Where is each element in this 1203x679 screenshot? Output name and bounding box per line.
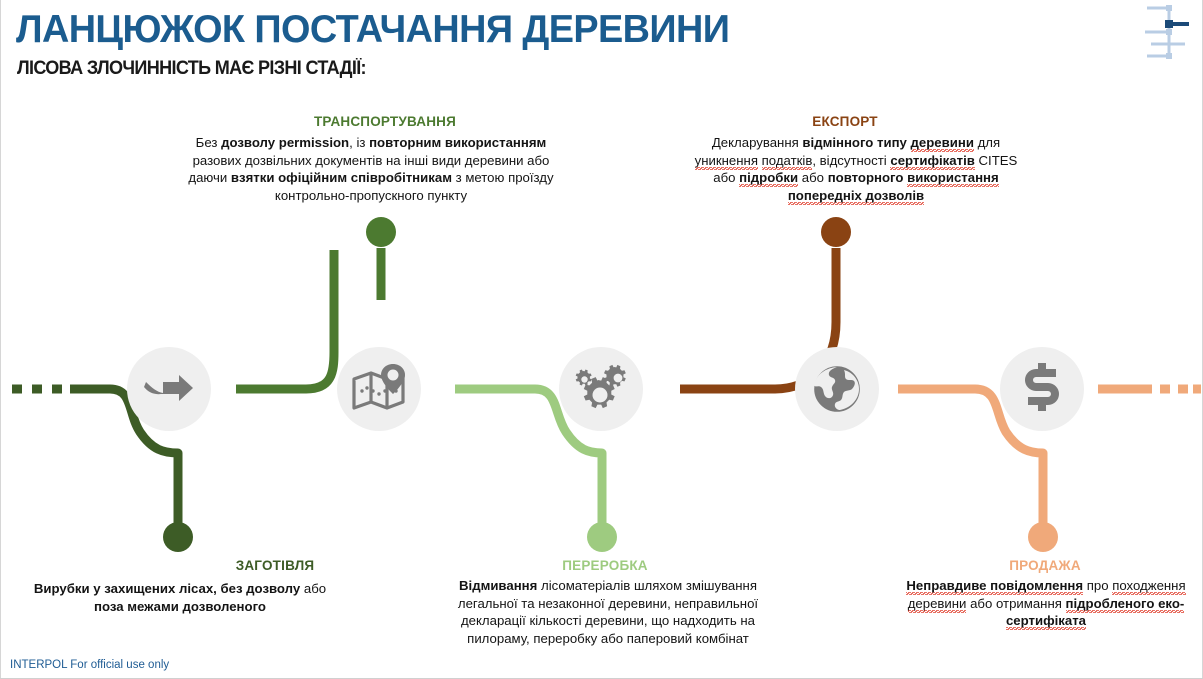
wire-sales	[898, 384, 1201, 552]
icon-bubble-export	[795, 347, 879, 431]
node-dot-sales	[1028, 522, 1058, 552]
icon-bubble-processing	[559, 347, 643, 431]
stage-heading-sales: ПРОДАЖА	[1009, 558, 1081, 573]
node-dot-export	[821, 217, 851, 247]
node-dot-processing	[587, 522, 617, 552]
corner-logo-mark	[1139, 2, 1189, 64]
stage-heading-harvest: ЗАГОТІВЛЯ	[235, 558, 315, 573]
stage-body-transport: Без дозволу permission, із повторним вик…	[188, 135, 554, 203]
icon-bubble-transport	[337, 347, 421, 431]
footer-classification: INTERPOL For official use only	[10, 659, 170, 671]
wire-processing	[455, 384, 617, 552]
hand-log-icon	[143, 368, 195, 410]
page-title: ЛАНЦЮЖОК ПОСТАЧАННЯ ДЕРЕВИНИ	[16, 8, 730, 51]
stage-heading-export: ЕКСПОРТ	[812, 114, 878, 129]
wire-transport	[236, 217, 396, 394]
dollar-icon	[1022, 363, 1062, 415]
icon-bubble-sales	[1000, 347, 1084, 431]
gears-icon	[573, 363, 629, 415]
stage-heading-processing: ПЕРЕРОБКА	[562, 558, 648, 573]
map-pin-icon	[351, 364, 407, 414]
node-dot-transport	[366, 217, 396, 247]
stage-body-processing: Відмивання лісоматеріалів шляхом змішува…	[457, 578, 759, 646]
stage-body-export: Декларування відмінного типу деревини дл…	[694, 135, 1018, 205]
page-subtitle: ЛІСОВА ЗЛОЧИННІСТЬ МАЄ РІЗНІ СТАДІЇ:	[17, 58, 367, 79]
stage-body-harvest: Вирубки у захищених лісах, без дозволу а…	[33, 581, 327, 614]
stage-heading-transport: ТРАНСПОРТУВАННЯ	[313, 114, 456, 129]
wire-harvest	[12, 384, 193, 552]
stage-body-sales: Неправдиве повідомлення про походження д…	[906, 578, 1186, 631]
node-dot-harvest	[163, 522, 193, 552]
page-edge-left	[0, 0, 1, 679]
icon-bubble-harvest	[127, 347, 211, 431]
globe-icon	[811, 363, 863, 415]
